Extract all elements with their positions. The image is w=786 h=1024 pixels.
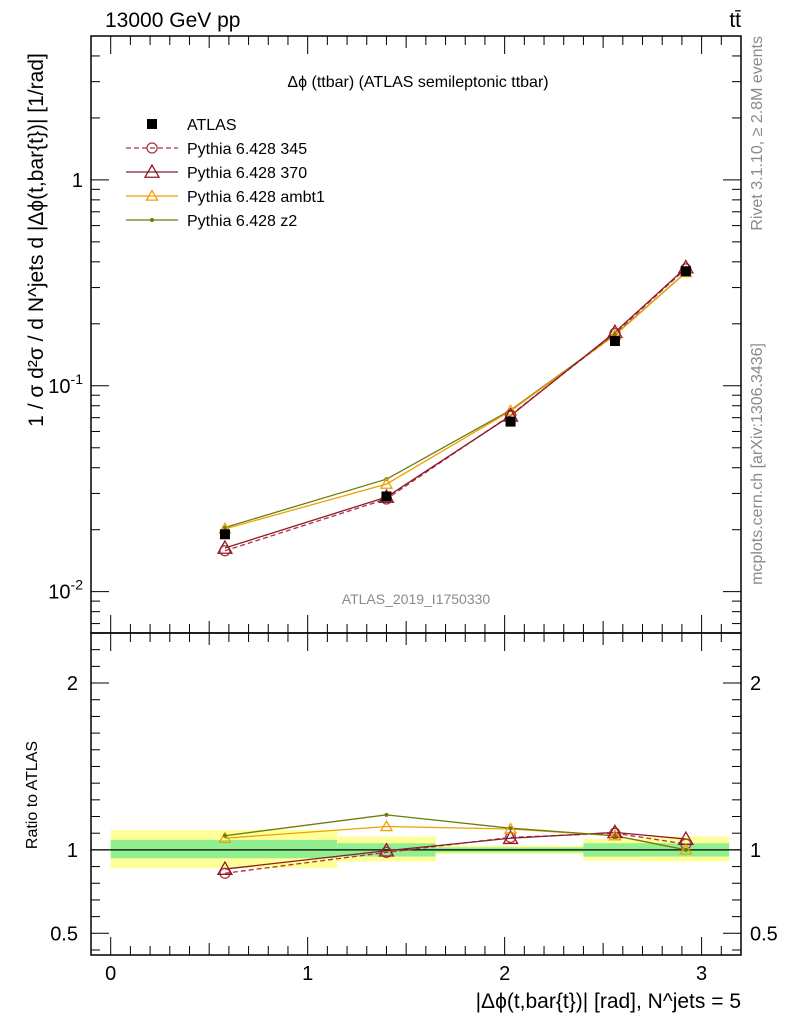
ratio-y-tick-label: 2	[67, 673, 78, 695]
x-axis-label: |Δϕ(t,bar{t})| [rad], N^jets = 5	[476, 990, 741, 1013]
dot-marker	[222, 525, 227, 530]
triangle-marker	[608, 828, 622, 841]
dot-marker	[150, 218, 154, 222]
series-line	[224, 268, 687, 552]
x-tick-label: 0	[105, 963, 116, 985]
mcplots-label: mcplots.cern.ch [arXiv:1306.3436]	[749, 343, 766, 585]
triangle-marker	[378, 842, 395, 857]
dot-marker	[612, 332, 617, 337]
triangle-marker	[379, 477, 394, 489]
ratio-y-tick-label: 1	[67, 840, 78, 862]
analysis-watermark: ATLAS_2019_I1750330	[342, 591, 491, 607]
ratio-y-tick-label-right: 0.5	[750, 923, 778, 945]
ratio-y-axis-label: Ratio to ATLAS	[24, 741, 41, 849]
dot-marker	[508, 826, 513, 831]
ratio-y-tick-label-right: 2	[750, 673, 761, 695]
legend-entry-label: Pythia 6.428 345	[187, 141, 307, 158]
triangle-marker	[145, 189, 159, 201]
x-tick-label: 3	[696, 963, 707, 985]
triangle-marker	[502, 829, 519, 845]
triangle-marker	[503, 822, 518, 834]
rivet-label: Rivet 3.1.10, ≥ 2.8M events	[749, 36, 766, 231]
triangle-marker	[679, 843, 693, 855]
triangle-marker	[379, 819, 394, 832]
ratio-y-tick-label-right: 1	[750, 840, 761, 862]
ratio-y-tick-label: 0.5	[50, 923, 78, 945]
dot-marker	[612, 833, 617, 838]
triangle-marker	[143, 163, 161, 178]
legend-entry-label: Pythia 6.428 370	[187, 165, 307, 182]
series-line	[224, 832, 686, 874]
process-label: tt̄	[729, 9, 741, 32]
data-point	[219, 529, 230, 540]
x-tick-label: 1	[302, 963, 313, 985]
main-series-layer	[216, 259, 694, 557]
data-point	[609, 336, 620, 347]
ratio-series-layer	[216, 812, 694, 879]
axis-ticks: 10-2 10-1 1 0 1 2 3 0.5 0.5 1 1 2 2	[48, 35, 778, 985]
x-tick-label: 2	[499, 963, 510, 985]
legend-entry-label: ATLAS	[187, 117, 237, 134]
dot-marker	[384, 812, 389, 817]
main-chart-title: Δϕ (ttbar) (ATLAS semileptonic ttbar)	[287, 74, 548, 91]
main-y-tick-label: 10-1	[48, 371, 83, 398]
series-line	[224, 267, 687, 549]
ratio-panel-frame	[90, 632, 742, 956]
data-point	[147, 119, 157, 129]
data-point	[505, 416, 516, 427]
main-y-tick-label: 10-2	[48, 577, 83, 604]
data-point	[381, 491, 392, 502]
circle-marker	[146, 142, 158, 154]
energy-label: 13000 GeV pp	[105, 9, 240, 32]
legend-entry-label: Pythia 6.428 ambt1	[187, 189, 325, 206]
triangle-marker	[216, 539, 234, 554]
inner-uncertainty-band	[110, 839, 338, 859]
dot-marker	[222, 833, 227, 838]
legend-entry-label: Pythia 6.428 z2	[187, 213, 297, 230]
legend: ATLAS Pythia 6.428 345 Pythia 6.428 370 Pyt…	[126, 117, 325, 230]
data-point	[680, 266, 691, 277]
main-y-tick-label: 1	[72, 170, 83, 192]
triangle-marker	[216, 860, 234, 875]
dot-marker	[683, 847, 688, 852]
series-line	[224, 831, 686, 870]
main-y-axis-label: 1 / σ d²σ / d N^jets d |Δϕ(t,bar{t})| [1…	[25, 53, 48, 427]
triangle-marker	[218, 831, 232, 843]
circle-marker	[219, 867, 231, 879]
